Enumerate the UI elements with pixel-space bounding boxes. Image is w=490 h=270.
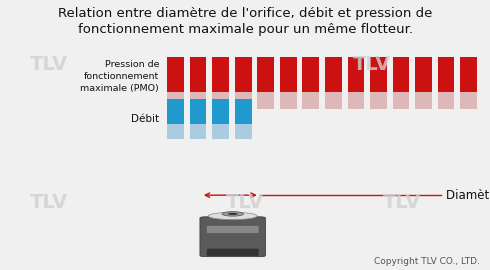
- Bar: [167, 57, 184, 92]
- Bar: [190, 124, 206, 139]
- Bar: [460, 92, 477, 109]
- Text: Pression de
fonctionnement
maximale (PMO): Pression de fonctionnement maximale (PMO…: [80, 60, 159, 93]
- Text: Relation entre diamètre de l'orifice, débit et pression de: Relation entre diamètre de l'orifice, dé…: [58, 7, 432, 20]
- Bar: [370, 92, 387, 109]
- Bar: [325, 57, 342, 92]
- Text: fonctionnement maximale pour un même flotteur.: fonctionnement maximale pour un même flo…: [77, 23, 413, 36]
- Bar: [167, 124, 184, 139]
- Bar: [235, 92, 251, 109]
- Ellipse shape: [208, 212, 257, 220]
- Bar: [190, 57, 206, 92]
- Bar: [235, 57, 251, 92]
- Bar: [235, 124, 251, 139]
- Text: TLV: TLV: [30, 193, 68, 212]
- Bar: [370, 57, 387, 92]
- Bar: [483, 92, 490, 109]
- FancyBboxPatch shape: [207, 249, 259, 256]
- Circle shape: [222, 212, 244, 216]
- Bar: [257, 92, 274, 109]
- Bar: [438, 92, 454, 109]
- Bar: [483, 57, 490, 92]
- Bar: [392, 92, 409, 109]
- Bar: [280, 57, 296, 92]
- Bar: [302, 57, 319, 92]
- Bar: [438, 57, 454, 92]
- Text: Diamètre de l'orifice: Diamètre de l'orifice: [446, 189, 490, 202]
- Circle shape: [228, 213, 238, 215]
- Bar: [415, 57, 432, 92]
- Text: Débit: Débit: [131, 114, 159, 124]
- Bar: [280, 92, 296, 109]
- Bar: [212, 92, 229, 109]
- FancyBboxPatch shape: [207, 226, 259, 233]
- Bar: [392, 57, 409, 92]
- Bar: [347, 57, 364, 92]
- Bar: [190, 92, 206, 109]
- Bar: [257, 57, 274, 92]
- Text: TLV: TLV: [383, 193, 421, 212]
- Bar: [347, 92, 364, 109]
- FancyBboxPatch shape: [200, 217, 266, 257]
- Text: Copyright TLV CO., LTD.: Copyright TLV CO., LTD.: [374, 257, 480, 266]
- Bar: [415, 92, 432, 109]
- Bar: [325, 92, 342, 109]
- Bar: [302, 92, 319, 109]
- Bar: [235, 99, 251, 124]
- Text: TLV: TLV: [353, 55, 392, 74]
- Bar: [167, 99, 184, 124]
- Bar: [460, 57, 477, 92]
- Bar: [167, 92, 184, 109]
- Bar: [212, 57, 229, 92]
- Text: TLV: TLV: [226, 193, 264, 212]
- Bar: [190, 99, 206, 124]
- Bar: [212, 124, 229, 139]
- Text: TLV: TLV: [30, 55, 68, 74]
- Bar: [212, 99, 229, 124]
